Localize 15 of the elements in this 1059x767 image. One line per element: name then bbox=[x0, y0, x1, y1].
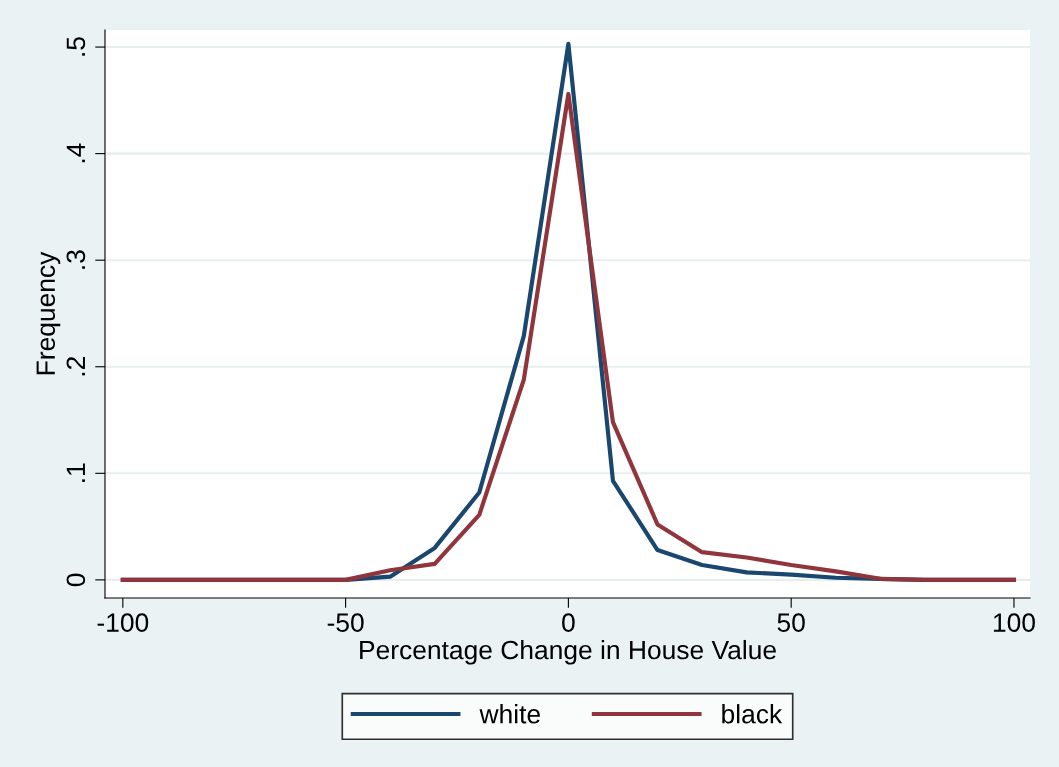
legend-label: black bbox=[722, 704, 783, 724]
y-tick-label: .2 bbox=[66, 357, 85, 376]
x-axis-title: Percentage Change in House Value bbox=[360, 639, 776, 665]
x-tick-label: 100 bbox=[993, 613, 1035, 632]
y-tick-label: .1 bbox=[66, 463, 85, 482]
x-tick-label: -100 bbox=[97, 613, 149, 632]
y-tick-label: .5 bbox=[66, 37, 86, 56]
x-tick-label: -50 bbox=[327, 613, 364, 632]
y-tick-label: .4 bbox=[66, 143, 85, 163]
y-tick-label: 0 bbox=[66, 573, 86, 587]
x-tick-label: 50 bbox=[777, 613, 805, 632]
x-tick-label: 0 bbox=[562, 613, 575, 632]
y-axis-title: Frequency bbox=[36, 251, 61, 375]
legend-label: white bbox=[479, 704, 540, 724]
y-tick-label: .3 bbox=[66, 250, 86, 269]
